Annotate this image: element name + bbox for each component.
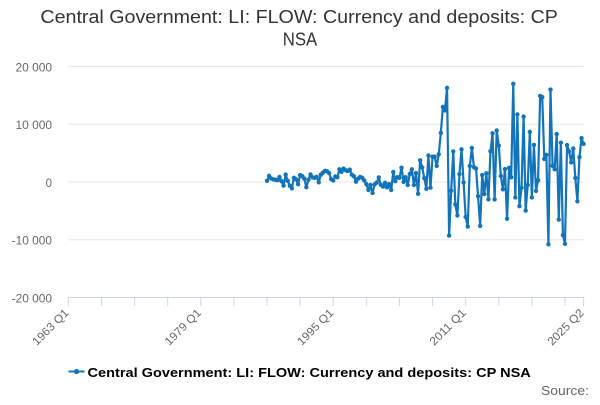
svg-text:-10 000: -10 000 [12,236,52,248]
svg-text:-20 000: -20 000 [12,293,52,305]
svg-text:0: 0 [46,178,52,190]
svg-text:Central Government: LI: FLOW:: Central Government: LI: FLOW: Currency a… [88,365,532,380]
svg-text:NSA: NSA [283,29,318,49]
svg-text:20 000: 20 000 [16,62,53,74]
svg-text:10 000: 10 000 [16,120,53,132]
svg-text:Central Government: LI: FLOW:: Central Government: LI: FLOW: Currency a… [40,7,558,27]
svg-text:Source:: Source: [541,383,589,398]
